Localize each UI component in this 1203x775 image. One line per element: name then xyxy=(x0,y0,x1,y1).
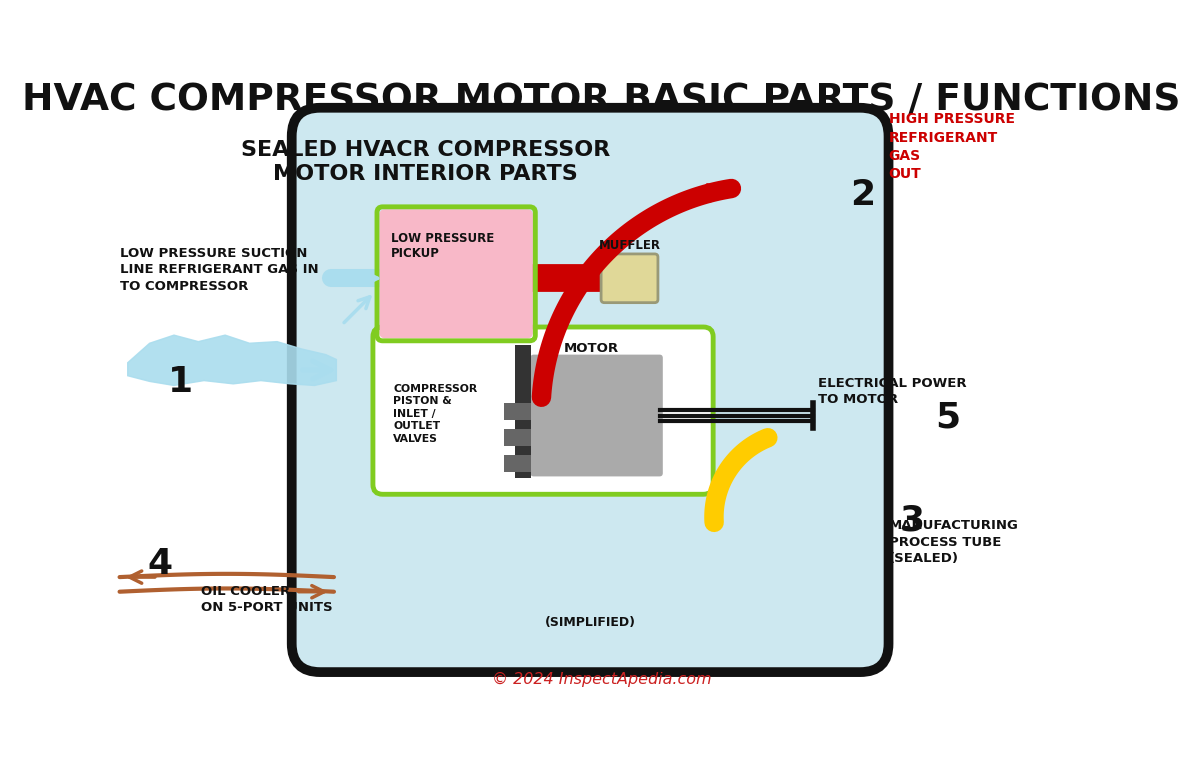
Text: HVAC COMPRESSOR MOTOR BASIC PARTS / FUNCTIONS: HVAC COMPRESSOR MOTOR BASIC PARTS / FUNC… xyxy=(22,81,1181,118)
Text: MOTOR: MOTOR xyxy=(564,343,618,356)
Text: SEALED HVACR COMPRESSOR
MOTOR INTERIOR PARTS: SEALED HVACR COMPRESSOR MOTOR INTERIOR P… xyxy=(241,140,610,184)
Text: OIL COOLER
ON 5-PORT UNITS: OIL COOLER ON 5-PORT UNITS xyxy=(201,584,332,615)
Text: MUFFLER: MUFFLER xyxy=(599,239,660,253)
FancyBboxPatch shape xyxy=(291,108,889,672)
Text: ELECTRICAL POWER
TO MOTOR: ELECTRICAL POWER TO MOTOR xyxy=(818,377,966,406)
Text: 2: 2 xyxy=(851,178,876,212)
Text: LOW PRESSURE SUCTION
LINE REFRIGERANT GAS IN
TO COMPRESSOR: LOW PRESSURE SUCTION LINE REFRIGERANT GA… xyxy=(119,246,319,293)
Text: (SIMPLIFIED): (SIMPLIFIED) xyxy=(545,616,636,629)
Bar xyxy=(504,429,532,446)
Text: LOW PRESSURE
PICKUP: LOW PRESSURE PICKUP xyxy=(391,232,494,260)
Bar xyxy=(504,403,532,419)
FancyBboxPatch shape xyxy=(531,355,663,477)
Bar xyxy=(515,345,532,478)
FancyBboxPatch shape xyxy=(373,327,713,494)
Text: 5: 5 xyxy=(935,401,960,435)
Text: COMPRESSOR
PISTON &
INLET /
OUTLET
VALVES: COMPRESSOR PISTON & INLET / OUTLET VALVE… xyxy=(393,384,478,444)
FancyBboxPatch shape xyxy=(379,209,533,339)
Text: 1: 1 xyxy=(168,365,194,399)
Bar xyxy=(504,455,532,471)
Text: 3: 3 xyxy=(899,503,924,537)
Text: 4: 4 xyxy=(147,547,172,580)
FancyBboxPatch shape xyxy=(602,254,658,303)
Text: HIGH PRESSURE
REFRIGERANT
GAS
OUT: HIGH PRESSURE REFRIGERANT GAS OUT xyxy=(889,112,1014,181)
Polygon shape xyxy=(128,335,337,385)
Text: MANUFACTURING
PROCESS TUBE
(SEALED): MANUFACTURING PROCESS TUBE (SEALED) xyxy=(889,519,1019,566)
Text: © 2024 InspectApedia.com: © 2024 InspectApedia.com xyxy=(492,672,711,687)
